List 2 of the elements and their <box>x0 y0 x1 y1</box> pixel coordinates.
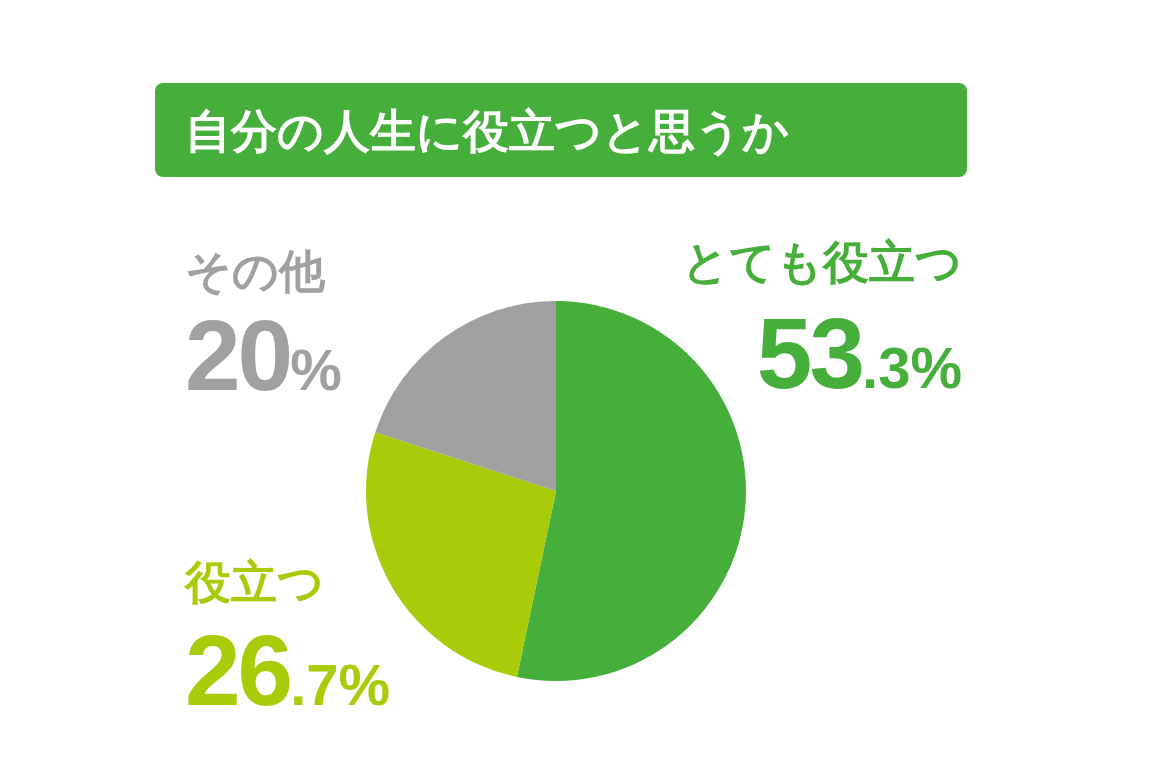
chart-title: 自分の人生に役立つと思うか <box>185 105 789 157</box>
title: 自分の人生に役立つと思うか <box>155 83 967 177</box>
